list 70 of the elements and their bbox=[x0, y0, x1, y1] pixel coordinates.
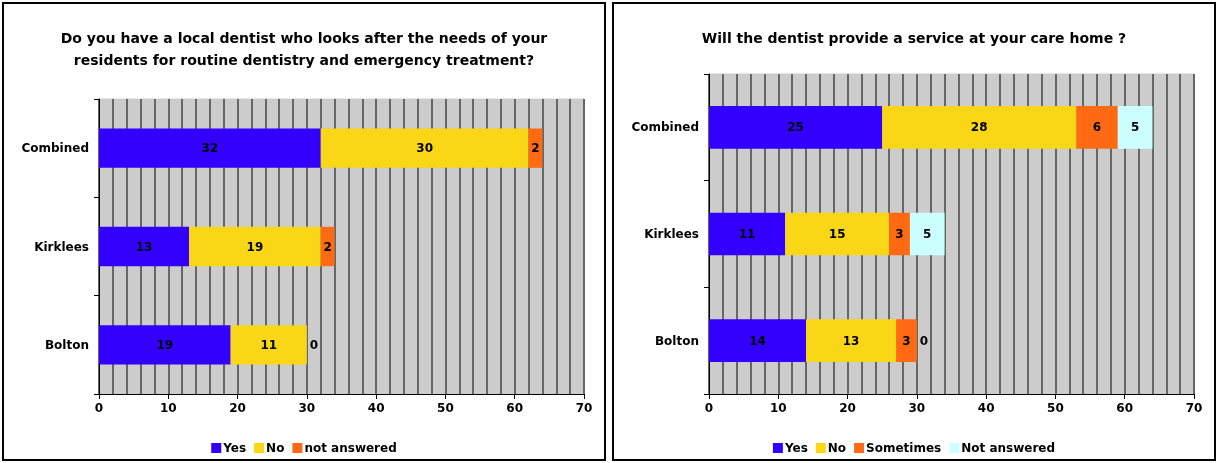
x-tick-label: 10 bbox=[159, 401, 177, 415]
legend-label: Yes bbox=[222, 441, 247, 455]
data-label: 11 bbox=[260, 337, 278, 352]
bar bbox=[896, 319, 917, 362]
chart-title: Do you have a local dentist who looks after the needs of your residents for routine dentistry and emergency treatment? bbox=[60, 30, 548, 68]
x-tick-label: 30 bbox=[298, 401, 316, 415]
x-tick-label: 10 bbox=[769, 401, 787, 415]
legend-label: No bbox=[266, 441, 285, 455]
data-label: 13 bbox=[842, 333, 860, 348]
bar bbox=[709, 212, 786, 256]
bar bbox=[709, 106, 883, 149]
bar bbox=[320, 226, 335, 267]
x-tick-label: 40 bbox=[367, 401, 385, 415]
data-label: 3 bbox=[902, 333, 911, 348]
y-tick-label: Bolton bbox=[654, 333, 699, 348]
bar bbox=[1117, 106, 1153, 149]
x-tick-label: 60 bbox=[506, 401, 524, 415]
y-tick-label: Bolton bbox=[44, 337, 89, 352]
bar bbox=[1076, 106, 1118, 149]
y-tick-label: Combined bbox=[631, 120, 699, 135]
bar bbox=[99, 325, 231, 365]
data-label: 32 bbox=[201, 141, 219, 156]
data-label: 5 bbox=[1130, 120, 1140, 135]
legend-label: Yes bbox=[783, 441, 808, 455]
data-label: 19 bbox=[246, 239, 264, 254]
legend-label: Not answered bbox=[961, 441, 1056, 455]
bar bbox=[785, 212, 890, 256]
data-label: 11 bbox=[738, 227, 756, 241]
x-tick-label: 60 bbox=[1116, 401, 1134, 415]
x-tick-label: 50 bbox=[1047, 401, 1064, 415]
bar bbox=[99, 128, 321, 168]
data-label: 3 bbox=[895, 227, 904, 241]
x-tick-label: 0 bbox=[94, 401, 104, 415]
x-tick-label: 20 bbox=[839, 401, 856, 415]
data-label: 2 bbox=[323, 239, 332, 254]
bar bbox=[909, 212, 945, 256]
data-label: 13 bbox=[135, 239, 153, 254]
chart-title: Will the dentist provide a service at your care home ? bbox=[701, 30, 1127, 46]
x-tick-label: 50 bbox=[437, 401, 454, 415]
y-tick-label: Kirklees bbox=[644, 227, 699, 241]
data-label: 6 bbox=[1092, 120, 1102, 135]
x-tick-label: 30 bbox=[908, 401, 926, 415]
legend-label: not answered bbox=[304, 441, 397, 455]
data-label: 0 bbox=[309, 337, 319, 352]
bar bbox=[882, 106, 1077, 149]
bar bbox=[189, 226, 321, 267]
x-tick-label: 70 bbox=[575, 401, 593, 415]
bar bbox=[320, 128, 529, 168]
data-label: 2 bbox=[531, 141, 540, 156]
bar bbox=[230, 325, 307, 365]
bar bbox=[99, 226, 190, 267]
legend-label: No bbox=[827, 441, 847, 455]
data-label: 5 bbox=[923, 227, 932, 241]
x-tick-label: 20 bbox=[229, 401, 246, 415]
legend-label: Sometimes bbox=[866, 441, 942, 455]
x-tick-label: 70 bbox=[1185, 401, 1203, 415]
x-tick-label: 0 bbox=[704, 401, 714, 415]
bar bbox=[889, 212, 910, 256]
data-label: 14 bbox=[749, 333, 766, 348]
bar bbox=[709, 319, 806, 362]
bar bbox=[806, 319, 897, 362]
y-tick-label: Kirklees bbox=[34, 239, 89, 254]
data-label: 0 bbox=[919, 333, 929, 348]
x-tick-label: 40 bbox=[977, 401, 995, 415]
data-label: 28 bbox=[970, 120, 988, 135]
data-label: 30 bbox=[416, 141, 433, 156]
data-label: 19 bbox=[156, 337, 174, 352]
y-tick-label: Combined bbox=[21, 141, 89, 156]
data-label: 25 bbox=[787, 120, 804, 135]
data-label: 15 bbox=[828, 227, 846, 241]
